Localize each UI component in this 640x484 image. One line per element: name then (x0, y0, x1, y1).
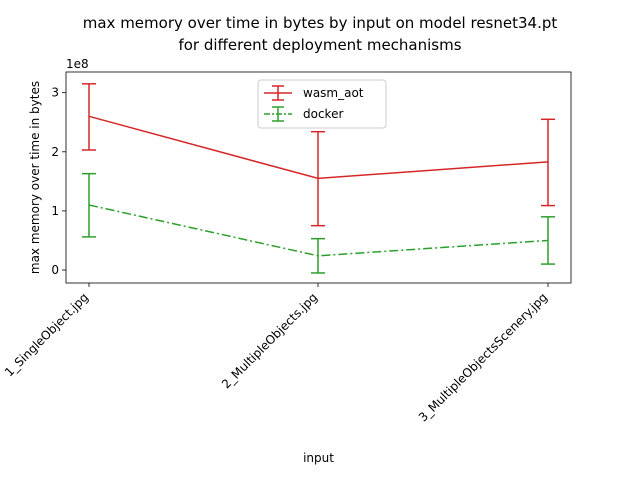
chart-title: max memory over time in bytes by input o… (83, 14, 558, 32)
legend-label: wasm_aot (303, 86, 364, 100)
x-axis-label: input (303, 451, 334, 465)
y-axis-label: max memory over time in bytes (28, 81, 42, 274)
legend-item-wasm_aot: wasm_aot (264, 85, 364, 101)
x-tick-label: 1_SingleObject.jpg (2, 290, 91, 379)
series-wasm_aot (82, 83, 555, 227)
y-tick-label: 2 (51, 145, 59, 159)
series-layer (82, 83, 555, 274)
y-offset-label: 1e8 (66, 57, 89, 71)
x-axis: 1_SingleObject.jpg 2_MultipleObjects.jpg 3… (2, 283, 550, 425)
series-line (88, 204, 549, 257)
series-docker (82, 172, 555, 274)
series-line (88, 115, 549, 180)
legend-label: docker (303, 107, 343, 121)
y-tick-label: 0 (51, 263, 59, 277)
x-tick-label: 2_MultipleObjects.jpg (219, 290, 320, 391)
y-tick-label: 1 (51, 204, 59, 218)
y-tick-label: 3 (51, 86, 59, 100)
legend-frame (257, 79, 387, 129)
x-tick-label: 3_MultipleObjectsScenery.jpg (416, 290, 550, 424)
chart-subtitle: for different deployment mechanisms (178, 36, 461, 54)
y-axis: 0 1 2 3 (51, 86, 66, 277)
legend-item-docker: docker (264, 106, 343, 122)
